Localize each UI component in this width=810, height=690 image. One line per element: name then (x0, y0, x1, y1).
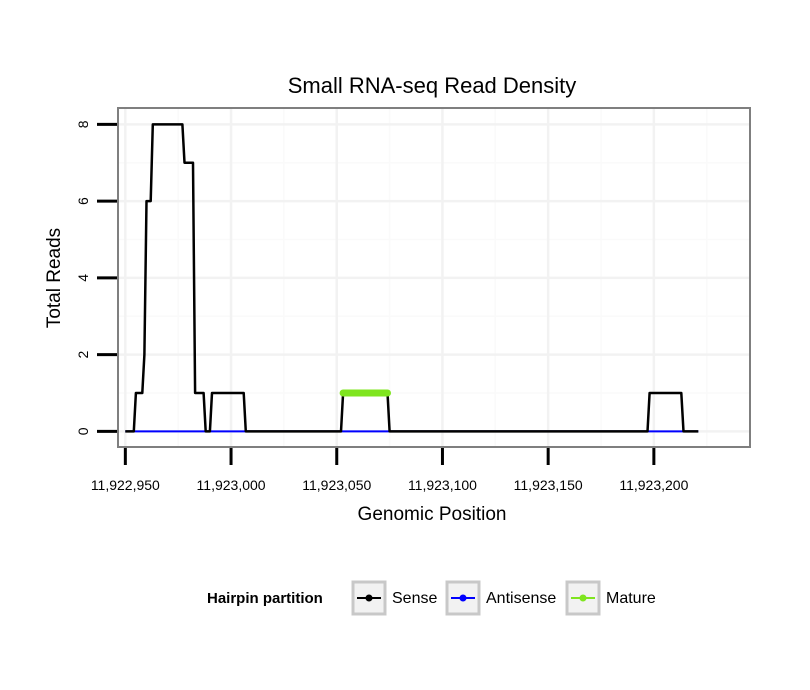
x-axis-label: Genomic Position (358, 504, 507, 525)
legend-label-antisense: Antisense (486, 590, 556, 607)
legend-label-mature: Mature (606, 590, 656, 607)
legend-key-point (365, 594, 373, 602)
series-layer (125, 123, 699, 433)
x-tick-label: 11,923,200 (619, 477, 688, 493)
x-tick-label: 11,923,100 (408, 477, 477, 493)
x-tick-label: 11,923,150 (514, 477, 583, 493)
x-tick-label: 11,922,950 (91, 477, 160, 493)
legend-title: Hairpin partition (207, 590, 323, 607)
x-tick-label: 11,923,000 (197, 477, 266, 493)
y-tick-label: 6 (75, 197, 91, 205)
series-line-sense (125, 123, 699, 433)
chart-title: Small RNA-seq Read Density (288, 73, 577, 98)
y-tick-label: 2 (75, 351, 91, 359)
y-tick-label: 8 (75, 120, 91, 128)
legend: Hairpin partition Sense Antisense Mature (207, 580, 656, 616)
x-tick-label: 11,923,050 (302, 477, 371, 493)
y-axis-label: Total Reads (44, 228, 65, 328)
y-tick-label: 4 (75, 274, 91, 282)
legend-label-sense: Sense (392, 590, 437, 607)
legend-key-point (459, 594, 467, 602)
y-axis: 0 2 4 6 8 (75, 120, 117, 435)
y-tick-label: 0 (75, 427, 91, 435)
legend-key-point (579, 594, 587, 602)
grid-lines (119, 109, 749, 446)
x-axis: 11,922,950 11,923,000 11,923,050 11,923,100… (91, 448, 689, 493)
